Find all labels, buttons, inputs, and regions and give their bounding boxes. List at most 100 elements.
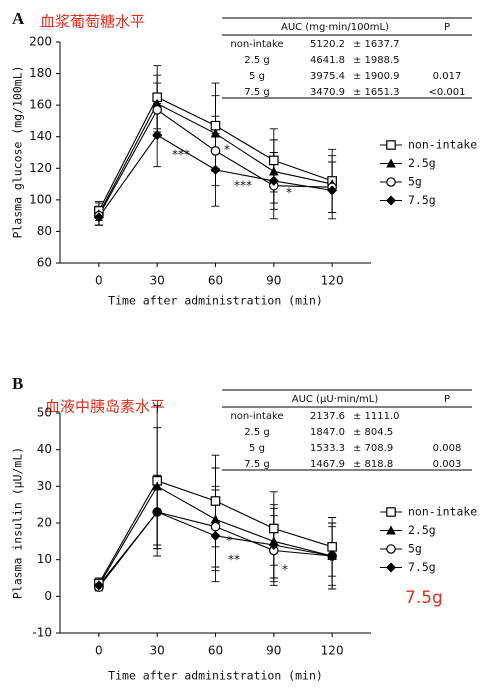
y-tick-label: 0	[44, 589, 52, 603]
marker	[152, 507, 163, 517]
legend-label: 2.5g	[408, 523, 436, 537]
y-tick-label: 10	[37, 552, 52, 566]
x-tick-label: 60	[208, 274, 223, 288]
table-cell: 3975.4	[310, 71, 345, 82]
panel-label: B	[12, 374, 23, 393]
x-tick-label: 30	[150, 644, 165, 658]
legend-label: 2.5g	[408, 156, 436, 170]
marker	[93, 580, 104, 591]
annotation: *	[282, 563, 288, 577]
annotation: **	[228, 553, 240, 567]
marker	[386, 562, 396, 573]
legend-label: 7.5g	[408, 193, 436, 207]
x-tick-label: 90	[266, 644, 281, 658]
table-cell: non-intake	[230, 39, 283, 50]
table-header: AUC (mg·min/100mL)	[281, 22, 389, 33]
y-tick-label: 100	[29, 192, 52, 206]
y-tick-label: 180	[29, 66, 52, 80]
y-tick-label: 60	[37, 256, 52, 270]
caption: 血液中胰岛素水平	[45, 398, 165, 416]
marker	[268, 540, 279, 550]
marker	[152, 130, 163, 141]
table-cell: 2.5 g	[244, 427, 269, 438]
table-cell: 0.003	[433, 459, 462, 470]
marker	[269, 155, 279, 166]
y-tick-label: 30	[37, 479, 52, 493]
table-cell: 5120.2	[310, 39, 345, 50]
table-cell: ± 1900.9	[353, 71, 400, 82]
x-tick-label: 30	[150, 274, 165, 288]
table-cell: ± 818.8	[353, 459, 393, 470]
table-cell: 1533.3	[310, 443, 345, 454]
table-header: P	[444, 394, 450, 405]
table-cell: 7.5 g	[244, 87, 269, 98]
y-axis-label: Plasma glucose (mg/100mL)	[11, 65, 25, 238]
y-tick-label: 120	[29, 161, 52, 175]
table-cell: 4641.8	[310, 55, 345, 66]
x-tick-label: 60	[208, 644, 223, 658]
annotation: *	[224, 143, 230, 157]
x-tick-label: 120	[321, 274, 344, 288]
table-cell: ± 804.5	[353, 427, 393, 438]
table-cell: 2.5 g	[244, 55, 269, 66]
y-tick-label: 200	[29, 35, 52, 49]
y-axis-label: Plasma insulin (μU/mL)	[11, 447, 25, 599]
legend-label: non-intake	[408, 138, 477, 152]
annotation: *	[286, 186, 292, 200]
table-cell: ± 1651.3	[353, 87, 400, 98]
annotation: ***	[172, 148, 190, 162]
table-cell: ± 1988.5	[353, 55, 400, 66]
marker	[210, 530, 221, 541]
table-cell: 7.5 g	[244, 459, 269, 470]
marker	[152, 481, 162, 491]
x-tick-label: 0	[95, 644, 103, 658]
marker	[327, 185, 338, 196]
marker	[269, 166, 279, 176]
table-cell: 2137.6	[310, 411, 345, 422]
highlight: 7.5g	[405, 588, 443, 608]
annotation: ***	[234, 179, 252, 193]
table-header: AUC (μU·min/mL)	[292, 394, 379, 405]
marker	[268, 175, 279, 186]
x-tick-label: 90	[266, 274, 281, 288]
marker	[210, 521, 221, 532]
marker	[269, 523, 279, 534]
marker	[386, 195, 396, 206]
table-cell: 0.008	[433, 443, 462, 454]
x-axis-label: Time after administration (min)	[108, 669, 323, 683]
table-cell: 5 g	[249, 71, 265, 82]
legend-label: 5g	[408, 542, 422, 556]
y-tick-label: 140	[29, 129, 52, 143]
table-cell: <0.001	[428, 87, 465, 98]
marker	[386, 140, 396, 150]
marker	[93, 212, 104, 223]
legend-label: 7.5g	[408, 560, 436, 574]
marker	[210, 164, 221, 175]
table-cell: 1467.9	[310, 459, 345, 470]
y-tick-label: 80	[37, 224, 52, 238]
table-header: P	[444, 22, 450, 33]
y-tick-label: -10	[32, 626, 52, 640]
y-tick-label: 160	[29, 98, 52, 112]
table-cell: 0.017	[433, 71, 462, 82]
marker	[210, 514, 221, 524]
x-tick-label: 0	[95, 274, 103, 288]
marker	[386, 507, 396, 517]
y-tick-label: 20	[37, 516, 52, 530]
table-cell: ± 708.9	[353, 443, 393, 454]
x-tick-label: 120	[321, 644, 344, 658]
marker	[327, 551, 338, 561]
legend-label: 5g	[408, 175, 422, 189]
table-cell: ± 1637.7	[353, 39, 400, 50]
annotation: *	[226, 534, 232, 548]
panel-label: A	[12, 9, 25, 28]
table-cell: non-intake	[230, 411, 283, 422]
marker	[210, 146, 221, 156]
marker	[386, 158, 396, 168]
caption: 血浆葡萄糖水平	[40, 13, 145, 31]
marker	[386, 525, 396, 535]
marker	[386, 544, 396, 554]
marker	[210, 496, 221, 506]
marker	[386, 177, 396, 187]
